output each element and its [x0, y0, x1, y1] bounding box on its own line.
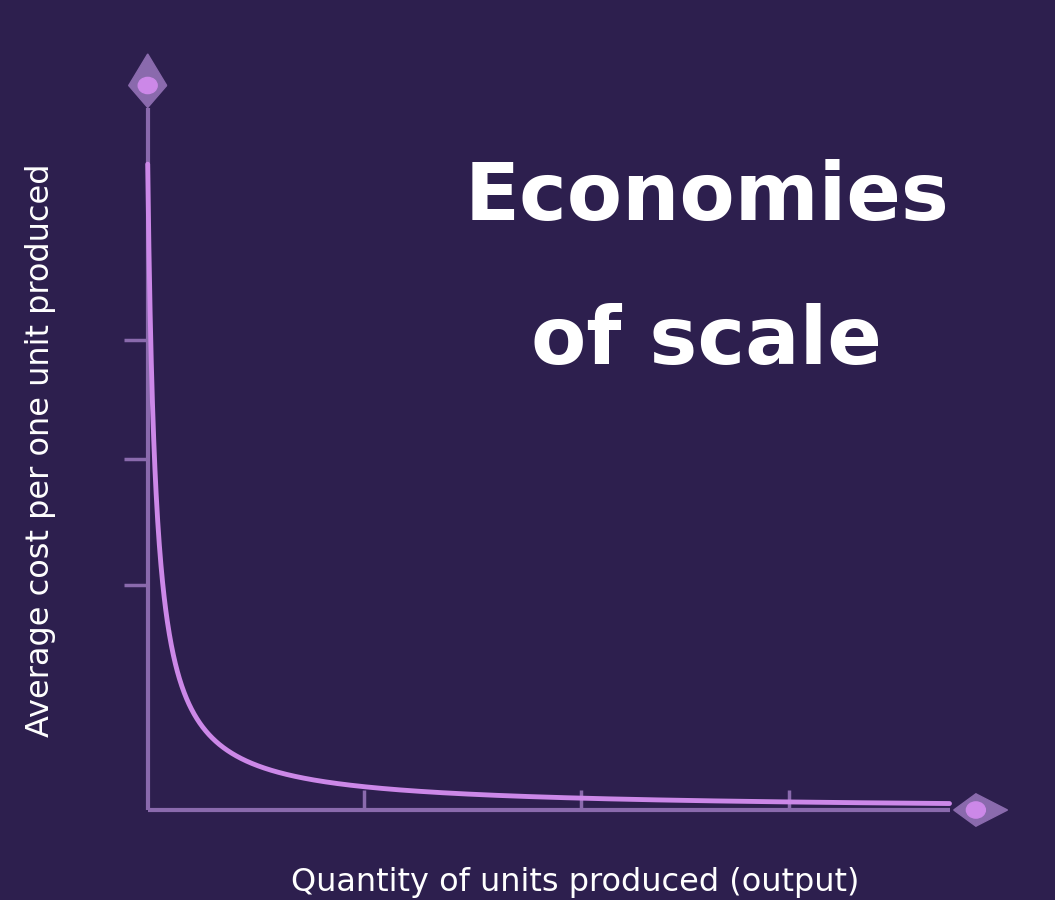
Text: of scale: of scale	[532, 303, 882, 381]
Text: Average cost per one unit produced: Average cost per one unit produced	[24, 163, 56, 737]
Text: Quantity of units produced (output): Quantity of units produced (output)	[291, 867, 859, 897]
Polygon shape	[976, 794, 1008, 826]
Polygon shape	[129, 86, 167, 107]
Polygon shape	[129, 54, 167, 86]
Circle shape	[138, 77, 157, 94]
Polygon shape	[954, 794, 976, 826]
Text: Economies: Economies	[464, 159, 950, 237]
Circle shape	[966, 802, 985, 818]
